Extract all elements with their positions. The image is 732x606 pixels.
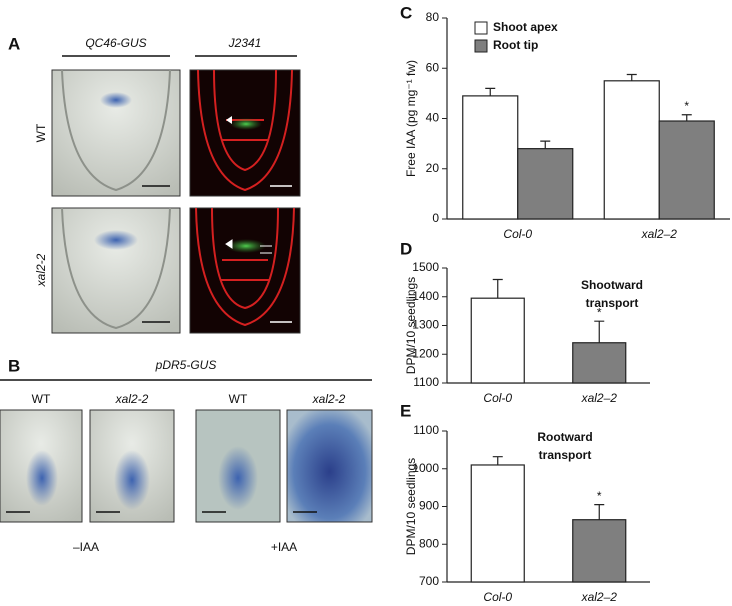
treatment-label: +IAA	[271, 540, 297, 554]
panel-label: D	[400, 239, 412, 258]
annotation: Shootward	[581, 278, 643, 292]
bar	[603, 80, 660, 220]
row-label: xal2-2	[34, 253, 48, 287]
panel-label: B	[8, 356, 20, 375]
legend-swatch	[474, 21, 488, 35]
y-tick-label: 1100	[413, 423, 439, 437]
image-label: WT	[229, 392, 248, 406]
x-tick-label: Col-0	[483, 391, 512, 405]
y-axis-label: DPM/10 seedlings	[404, 277, 418, 374]
bar	[517, 148, 574, 220]
legend-label: Shoot apex	[493, 20, 558, 34]
error-bar	[540, 140, 551, 149]
y-tick-label: 700	[419, 574, 439, 588]
annotation: Rootward	[537, 430, 592, 444]
significance-mark: *	[597, 305, 602, 319]
significance-mark: *	[597, 489, 602, 503]
legend-label: Root tip	[493, 38, 538, 52]
row-label: WT	[34, 123, 48, 142]
y-tick-label: 80	[426, 10, 440, 24]
x-tick-label: xal2–2	[581, 391, 618, 405]
y-axis-label: DPM/10 seedlings	[404, 458, 418, 555]
column-header: J2341	[228, 36, 262, 50]
bar	[572, 519, 627, 583]
x-tick-label: Col-0	[483, 590, 512, 604]
annotation: transport	[586, 296, 639, 310]
treatment-label: –IAA	[73, 540, 99, 554]
bar	[470, 464, 525, 583]
bar	[658, 120, 715, 220]
micrograph	[0, 409, 373, 523]
error-bar	[594, 320, 605, 343]
y-tick-label: 800	[419, 536, 439, 550]
image-label: WT	[32, 392, 51, 406]
image-label: xal2-2	[115, 392, 149, 406]
x-tick-label: Col-0	[503, 227, 532, 241]
x-tick-label: xal2–2	[581, 590, 618, 604]
y-tick-label: 0	[432, 211, 439, 225]
image-label: xal2-2	[312, 392, 346, 406]
error-bar	[594, 504, 605, 520]
y-tick-label: 900	[419, 499, 439, 513]
annotation: transport	[539, 448, 592, 462]
legend-swatch	[474, 39, 488, 53]
y-tick-label: 60	[426, 60, 440, 74]
micrograph	[51, 69, 301, 334]
error-bar	[681, 114, 692, 122]
y-tick-label: 20	[426, 161, 440, 175]
error-bar	[492, 278, 503, 299]
y-tick-label: 1200	[412, 346, 439, 360]
error-bar	[485, 87, 496, 96]
y-tick-label: 1500	[412, 260, 439, 274]
panel-label: A	[8, 34, 20, 53]
bar	[462, 95, 519, 220]
error-bar	[492, 456, 503, 465]
significance-mark: *	[684, 99, 689, 113]
panel-title: pDR5-GUS	[155, 358, 217, 372]
y-tick-label: 40	[426, 111, 440, 125]
y-tick-label: 1000	[412, 461, 439, 475]
y-tick-label: 1400	[412, 289, 439, 303]
panel-label: C	[400, 3, 412, 22]
y-tick-label: 1300	[412, 318, 439, 332]
y-axis-label: Free IAA (pg mg⁻¹ fw)	[404, 60, 418, 177]
column-header: QC46-GUS	[85, 36, 146, 50]
panel-label: E	[400, 401, 411, 420]
x-tick-label: xal2–2	[641, 227, 678, 241]
error-bar	[626, 73, 637, 81]
y-tick-label: 1100	[413, 375, 439, 389]
bar	[470, 297, 525, 384]
bar	[572, 342, 627, 384]
